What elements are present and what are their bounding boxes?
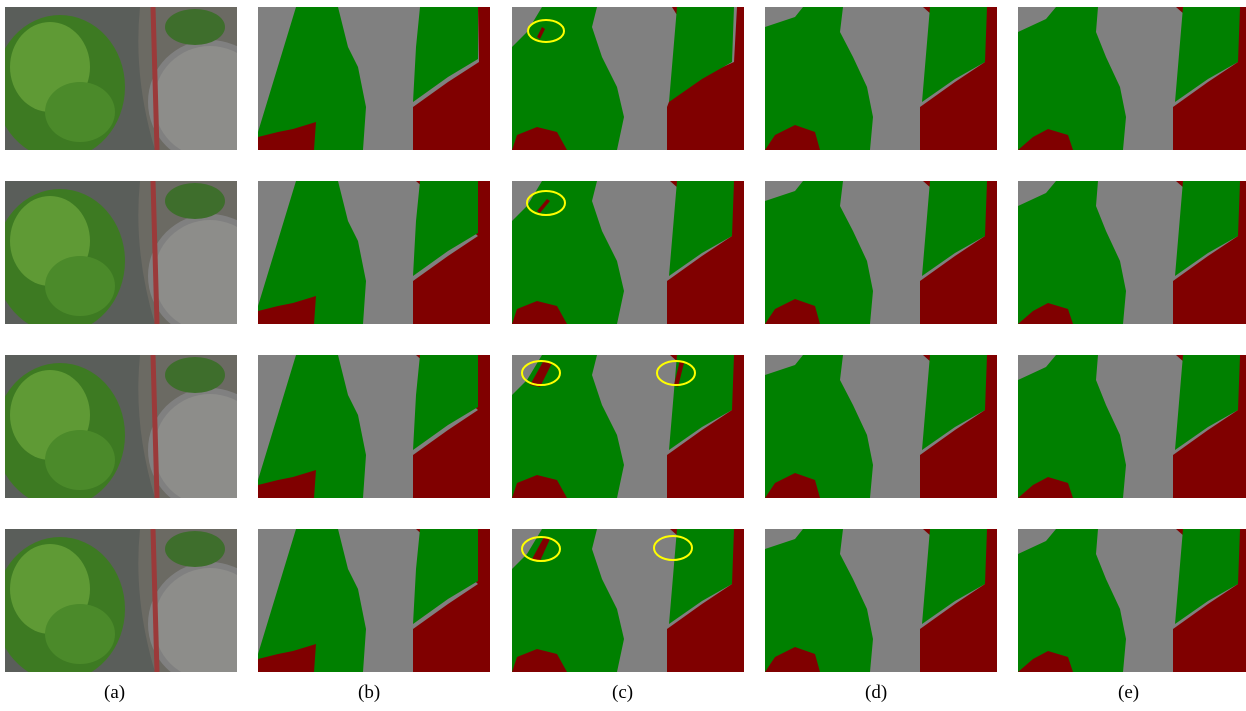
panel-row3-d	[765, 355, 997, 498]
panel-row4-e	[1018, 529, 1246, 672]
column-label-a: (a)	[104, 682, 126, 703]
panel-row2-a	[5, 181, 237, 324]
panel-row3-a	[5, 355, 237, 498]
panel-row3-b	[258, 355, 490, 498]
column-label-d: (d)	[865, 682, 888, 703]
panel-row1-b	[258, 7, 490, 150]
panel-row2-e	[1018, 181, 1246, 324]
panel-row1-a	[5, 7, 237, 150]
segmentation-map	[512, 355, 744, 498]
segmentation-map	[765, 529, 997, 672]
panel-row4-c	[512, 529, 744, 672]
highlight-circle	[653, 535, 693, 561]
segmentation-map	[512, 181, 744, 324]
segmentation-map	[1018, 7, 1246, 150]
segmentation-map	[765, 181, 997, 324]
segmentation-map	[258, 529, 490, 672]
aerial-photo	[5, 529, 237, 672]
segmentation-map	[765, 355, 997, 498]
panel-row1-d	[765, 7, 997, 150]
segmentation-map	[1018, 181, 1246, 324]
panel-row4-a	[5, 529, 237, 672]
segmentation-map	[1018, 355, 1246, 498]
segmentation-map	[512, 529, 744, 672]
panel-row1-e	[1018, 7, 1246, 150]
segmentation-map	[1018, 529, 1246, 672]
column-label-e: (e)	[1118, 682, 1140, 703]
panel-row1-c	[512, 7, 744, 150]
segmentation-map	[258, 181, 490, 324]
segmentation-map	[765, 7, 997, 150]
aerial-photo	[5, 7, 237, 150]
segmentation-map	[258, 355, 490, 498]
segmentation-map	[258, 7, 490, 150]
highlight-circle	[656, 360, 696, 386]
highlight-circle	[521, 536, 561, 562]
panel-row3-c	[512, 355, 744, 498]
highlight-circle	[526, 190, 566, 216]
panel-row3-e	[1018, 355, 1246, 498]
highlight-circle	[521, 360, 561, 386]
panel-row2-b	[258, 181, 490, 324]
highlight-circle	[527, 19, 565, 43]
panel-row4-b	[258, 529, 490, 672]
aerial-photo	[5, 181, 237, 324]
segmentation-map	[512, 7, 744, 150]
panel-row4-d	[765, 529, 997, 672]
panel-row2-c	[512, 181, 744, 324]
aerial-photo	[5, 355, 237, 498]
column-label-c: (c)	[612, 682, 634, 703]
panel-row2-d	[765, 181, 997, 324]
column-label-b: (b)	[358, 682, 381, 703]
